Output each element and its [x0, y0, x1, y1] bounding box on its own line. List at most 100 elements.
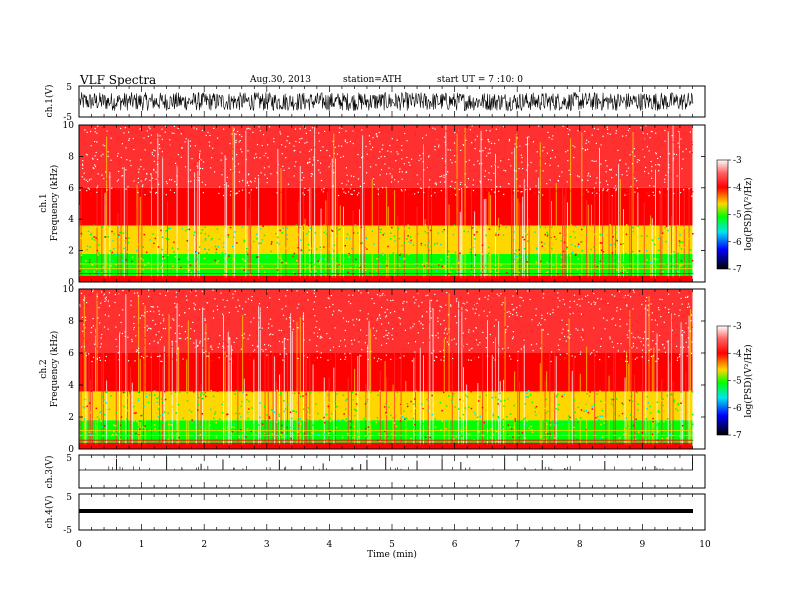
spectrogram-patch [379, 265, 382, 267]
spectrogram-speckle [83, 172, 85, 174]
spectrogram-patch [245, 394, 248, 396]
spectrogram-speckle [288, 138, 290, 140]
spectrogram-streak [387, 206, 389, 278]
spectrogram-patch [621, 264, 624, 267]
spectrogram-patch [378, 228, 381, 230]
spectrogram-patch [430, 229, 432, 232]
spectrogram-speckle [587, 179, 589, 181]
spectrogram-patch [256, 413, 258, 415]
spectrogram-speckle [347, 321, 350, 323]
spectrogram-speckle [667, 171, 669, 173]
spectrogram-speckle [668, 153, 670, 155]
spectrogram-streak [104, 192, 106, 278]
spectrogram-speckle [392, 338, 394, 340]
spectrogram-speckle [176, 295, 178, 298]
spectrogram-patch [304, 419, 307, 421]
spectrogram-speckle [575, 328, 577, 330]
spectrogram-patch [414, 430, 417, 433]
spectrogram-patch [689, 249, 692, 251]
spectrogram-speckle [656, 318, 658, 320]
spectrogram-streak [125, 173, 127, 278]
spectrogram-speckle [116, 345, 118, 347]
spectrogram-speckle [325, 157, 328, 159]
spectrogram-patch [264, 271, 266, 273]
spectrogram-speckle [420, 183, 422, 185]
spectrogram-speckle [486, 315, 488, 317]
spectrogram-patch [397, 227, 399, 230]
spectrogram-speckle [691, 326, 693, 328]
spectrogram-speckle [341, 127, 343, 129]
spectrogram-speckle [350, 339, 353, 342]
spectrogram-speckle [311, 294, 313, 296]
spectrogram-speckle [403, 355, 405, 357]
spectrogram-streak [451, 309, 453, 445]
spectrogram-speckle [79, 305, 81, 307]
spectrogram-speckle [99, 359, 101, 361]
spectrogram-speckle [659, 156, 661, 158]
spectrogram-patch [84, 407, 86, 409]
spectrogram-patch [462, 413, 465, 416]
spectrogram-speckle [217, 309, 219, 311]
spectrogram-speckle [143, 341, 145, 344]
spectrogram-patch [120, 231, 123, 233]
spectrogram-speckle [399, 168, 401, 170]
spectrogram-speckle [307, 162, 309, 165]
spectrogram-speckle [311, 161, 313, 163]
spectrogram-speckle [341, 325, 343, 327]
spectrogram-speckle [161, 360, 163, 363]
spectrogram-patch [620, 243, 622, 245]
spectrogram-speckle [232, 343, 234, 345]
spectrogram-patch [235, 412, 237, 415]
spectrogram-speckle [586, 189, 588, 191]
spectrogram-streak [488, 191, 490, 278]
spectrogram-patch [143, 262, 146, 264]
spectrogram-speckle [652, 340, 654, 342]
spectrogram-speckle [521, 297, 523, 299]
spectrogram-speckle [579, 177, 581, 179]
ch2-colorbar [716, 325, 729, 436]
spectrogram-speckle [370, 149, 372, 151]
spectrogram-speckle [329, 349, 332, 351]
spectrogram-speckle [508, 138, 511, 141]
spectrogram-speckle [146, 329, 148, 331]
spectrogram-patch [592, 224, 595, 227]
spectrogram-speckle [625, 360, 627, 362]
spectrogram-patch [223, 273, 225, 276]
spectrogram-patch [365, 418, 367, 420]
spectrogram-streak [186, 359, 188, 445]
spectrogram-patch [610, 422, 612, 424]
spectrogram-patch [93, 224, 95, 227]
spectrogram-speckle [267, 144, 269, 146]
spectrogram-patch [403, 417, 406, 419]
spectrogram-speckle [274, 338, 276, 340]
spectrogram-speckle [596, 177, 598, 179]
spectrogram-patch [136, 250, 138, 252]
spectrogram-speckle [473, 358, 475, 360]
spectrogram-patch [266, 414, 268, 416]
spectrogram-patch [399, 264, 401, 267]
spectrogram-patch [346, 398, 348, 401]
spectrogram-speckle [158, 355, 160, 357]
spectrogram-patch [680, 264, 682, 267]
spectrogram-patch [544, 421, 547, 423]
spectrogram-patch [469, 251, 471, 253]
spectrogram-patch [210, 408, 212, 411]
spectrogram-speckle [256, 346, 258, 348]
spectrogram-patch [322, 225, 324, 228]
spectrogram-patch [218, 418, 221, 420]
spectrogram-streak [466, 384, 468, 445]
spectrogram-speckle [262, 134, 265, 136]
spectrogram-speckle [240, 342, 243, 344]
spectrogram-patch [84, 264, 87, 267]
spectrogram-patch [355, 224, 357, 227]
spectrogram-speckle [642, 315, 644, 317]
spectrogram-patch [93, 236, 96, 238]
spectrogram-speckle [384, 155, 386, 158]
spectrogram-speckle [260, 172, 262, 174]
spectrogram-speckle [567, 149, 569, 152]
spectrogram-speckle [677, 175, 679, 178]
spectrogram-patch [456, 433, 459, 436]
spectrogram-patch [243, 240, 245, 243]
spectrogram-patch [600, 249, 603, 251]
spectrogram-speckle [635, 320, 637, 322]
